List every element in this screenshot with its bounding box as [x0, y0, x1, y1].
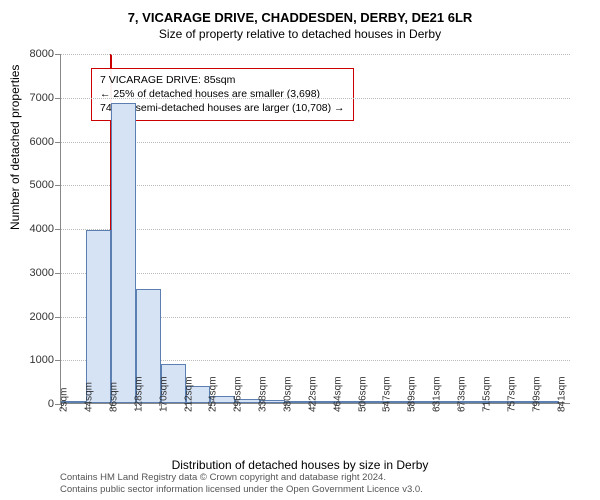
x-tick-label: 212sqm — [183, 376, 194, 412]
y-tick-label: 1000 — [30, 354, 54, 366]
x-tick-label: 464sqm — [332, 376, 343, 412]
y-tick-label: 5000 — [30, 179, 54, 191]
y-tick-label: 3000 — [30, 267, 54, 279]
annotation-line: ← 25% of detached houses are smaller (3,… — [100, 87, 345, 101]
histogram-bar — [86, 230, 111, 403]
chart-container: 7, VICARAGE DRIVE, CHADDESDEN, DERBY, DE… — [0, 0, 600, 500]
attribution-line: Contains public sector information licen… — [60, 484, 580, 496]
x-tick-label: 631sqm — [432, 376, 443, 412]
chart-subtitle: Size of property relative to detached ho… — [0, 25, 600, 41]
x-tick-label: 86sqm — [108, 382, 119, 412]
y-tick — [55, 229, 61, 230]
y-tick-label: 2000 — [30, 311, 54, 323]
y-tick — [55, 273, 61, 274]
x-tick-label: 128sqm — [133, 376, 144, 412]
attribution-line: Contains HM Land Registry data © Crown c… — [60, 472, 580, 484]
y-tick-label: 4000 — [30, 223, 54, 235]
y-tick — [55, 54, 61, 55]
histogram-bar — [111, 103, 136, 403]
x-tick-label: 170sqm — [158, 376, 169, 412]
x-tick-label: 422sqm — [308, 376, 319, 412]
y-tick-label: 0 — [48, 398, 54, 410]
annotation-line: 7 VICARAGE DRIVE: 85sqm — [100, 73, 345, 87]
y-tick-label: 6000 — [30, 136, 54, 148]
chart-title: 7, VICARAGE DRIVE, CHADDESDEN, DERBY, DE… — [0, 0, 600, 25]
x-tick-label: 380sqm — [283, 376, 294, 412]
x-tick-label: 799sqm — [531, 376, 542, 412]
x-tick-label: 841sqm — [556, 376, 567, 412]
x-tick-label: 338sqm — [258, 376, 269, 412]
gridline — [61, 98, 570, 99]
annotation-line: 74% of semi-detached houses are larger (… — [100, 101, 345, 115]
attribution-text: Contains HM Land Registry data © Crown c… — [60, 472, 580, 496]
x-axis-label: Distribution of detached houses by size … — [0, 458, 600, 472]
y-tick-label: 7000 — [30, 92, 54, 104]
x-tick-label: 673sqm — [456, 376, 467, 412]
y-tick — [55, 142, 61, 143]
x-tick-label: 2sqm — [59, 388, 70, 412]
gridline — [61, 229, 570, 230]
plot-area: 7 VICARAGE DRIVE: 85sqm ← 25% of detache… — [60, 54, 570, 404]
x-tick-label: 547sqm — [382, 376, 393, 412]
gridline — [61, 142, 570, 143]
x-tick-label: 506sqm — [357, 376, 368, 412]
y-tick — [55, 98, 61, 99]
y-tick — [55, 185, 61, 186]
x-tick-label: 589sqm — [407, 376, 418, 412]
gridline — [61, 54, 570, 55]
y-tick-label: 8000 — [30, 48, 54, 60]
x-tick-label: 296sqm — [233, 376, 244, 412]
y-axis-label: Number of detached properties — [8, 65, 22, 230]
x-tick-label: 254sqm — [208, 376, 219, 412]
x-tick-label: 44sqm — [83, 382, 94, 412]
gridline — [61, 273, 570, 274]
y-tick — [55, 360, 61, 361]
x-tick-label: 715sqm — [481, 376, 492, 412]
x-tick-label: 757sqm — [506, 376, 517, 412]
y-tick — [55, 317, 61, 318]
gridline — [61, 185, 570, 186]
